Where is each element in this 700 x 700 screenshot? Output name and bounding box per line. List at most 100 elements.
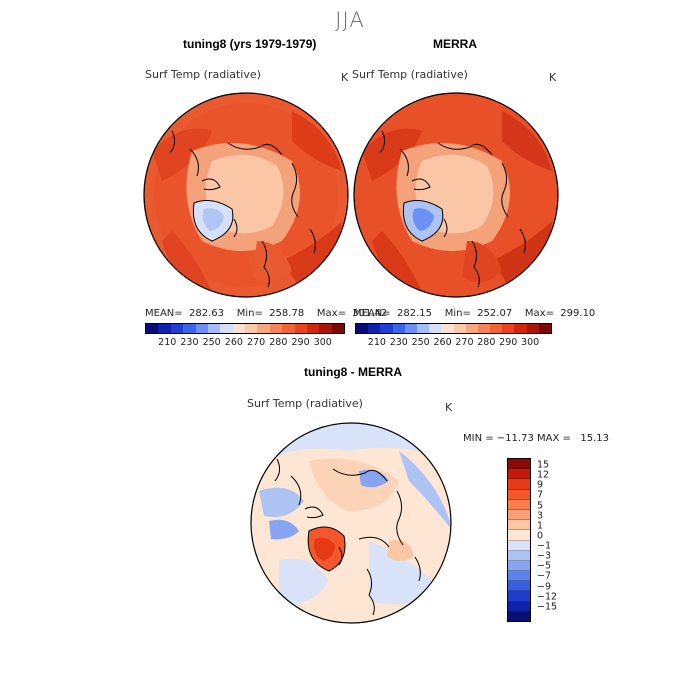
diff-colorbar-tick-label: −5 xyxy=(537,560,552,572)
left-colorbar-tick-label: 210 xyxy=(158,337,177,348)
left-colorbar-swatch xyxy=(282,324,295,333)
right-colorbar-swatch xyxy=(429,324,442,333)
left-colorbar-tick-label: 270 xyxy=(247,337,266,348)
diff-colorbar-swatch xyxy=(508,520,530,531)
diff-stats: MIN = −11.73 MAX = 15.13 xyxy=(463,433,610,444)
right-polar-map xyxy=(353,92,559,298)
right-colorbar-tick-label: 300 xyxy=(521,337,540,348)
diff-panel-title: tuning8 - MERRA xyxy=(304,365,402,379)
diff-colorbar-tick-label: 15 xyxy=(537,459,550,471)
diff-unit-label: K xyxy=(445,401,453,414)
right-stats: MEAN= 282.15 Min= 252.07 Max= 299.10 xyxy=(353,308,596,319)
diff-colorbar-tick-label: −9 xyxy=(537,581,552,593)
diff-colorbar-swatch xyxy=(508,581,530,592)
left-colorbar-swatch xyxy=(294,324,307,333)
diff-colorbar-swatch xyxy=(508,571,530,582)
left-colorbar-swatch xyxy=(232,324,245,333)
figure-title: JJA xyxy=(335,8,365,32)
left-colorbar-swatch xyxy=(220,324,233,333)
left-colorbar-swatch xyxy=(170,324,184,333)
diff-colorbar-swatch xyxy=(508,550,530,561)
left-colorbar-swatch xyxy=(269,324,283,333)
left-colorbar-tick-label: 280 xyxy=(269,337,288,348)
diff-colorbar-swatch xyxy=(508,560,530,572)
left-colorbar-swatch xyxy=(207,324,221,333)
diff-colorbar-tick-label: 0 xyxy=(537,530,544,542)
left-colorbar-tick-label: 290 xyxy=(291,337,310,348)
diff-colorbar-tick-label: 12 xyxy=(537,469,550,481)
left-colorbar-swatch xyxy=(195,324,208,333)
right-colorbar-labels: 210 230 250 260 270 280 290 300 xyxy=(355,337,552,349)
right-unit-label: K xyxy=(549,71,557,84)
right-colorbar-swatch xyxy=(526,324,539,333)
left-unit-label: K xyxy=(341,71,349,84)
right-colorbar-swatch xyxy=(465,324,478,333)
diff-colorbar-swatch xyxy=(508,489,530,500)
diff-colorbar-swatch xyxy=(508,530,530,541)
right-colorbar-swatch xyxy=(502,324,515,333)
diff-colorbar-swatch xyxy=(508,469,530,480)
diff-colorbar-tick-label: −12 xyxy=(537,591,558,603)
left-stats: MEAN= 282.63 Min= 258.78 Max= 301.42 xyxy=(145,308,388,319)
left-variable-label: Surf Temp (radiative) xyxy=(145,68,261,81)
right-colorbar-swatch xyxy=(380,324,393,333)
left-colorbar-swatch xyxy=(146,324,159,333)
diff-colorbar-tick-label: 3 xyxy=(537,510,544,522)
right-colorbar-swatch xyxy=(416,324,430,333)
left-colorbar-swatch xyxy=(257,324,270,333)
diff-colorbar-tick-label: −15 xyxy=(537,601,558,613)
left-colorbar-tick-label: 300 xyxy=(313,337,332,348)
diff-colorbar-swatch xyxy=(508,611,530,621)
diff-colorbar-tick-label: −1 xyxy=(537,540,552,552)
diff-colorbar-labels: 15 12 9 7 5 3 1 0 −1 −3 −5 −7 −9 −12 −15 xyxy=(537,458,577,620)
right-colorbar xyxy=(355,323,552,334)
left-colorbar xyxy=(145,323,345,334)
diff-colorbar xyxy=(507,458,531,622)
right-colorbar-swatch xyxy=(453,324,466,333)
diff-colorbar-tick-label: 9 xyxy=(537,479,544,491)
diff-colorbar-swatch xyxy=(508,540,530,551)
diff-colorbar-tick-label: 5 xyxy=(537,500,544,512)
left-colorbar-swatch xyxy=(319,324,332,333)
right-panel-title: MERRA xyxy=(433,37,477,51)
right-colorbar-swatch xyxy=(368,324,381,333)
right-colorbar-swatch xyxy=(404,324,417,333)
right-colorbar-swatch xyxy=(538,324,551,333)
right-colorbar-swatch xyxy=(477,324,491,333)
diff-colorbar-swatch xyxy=(508,479,530,490)
left-colorbar-tick-label: 250 xyxy=(202,337,221,348)
diff-colorbar-swatch xyxy=(508,459,530,470)
right-colorbar-swatch xyxy=(490,324,503,333)
left-colorbar-tick-label: 260 xyxy=(224,337,243,348)
right-colorbar-tick-label: 250 xyxy=(411,337,430,348)
right-variable-label: Surf Temp (radiative) xyxy=(352,68,468,81)
right-colorbar-tick-label: 270 xyxy=(455,337,474,348)
left-colorbar-swatch xyxy=(331,324,344,333)
left-colorbar-labels: 210 230 250 260 270 280 290 300 xyxy=(145,337,345,349)
left-colorbar-tick-label: 230 xyxy=(180,337,199,348)
diff-colorbar-swatch xyxy=(508,499,530,510)
diff-colorbar-swatch xyxy=(508,601,530,612)
diff-colorbar-swatch xyxy=(508,509,530,521)
left-colorbar-swatch xyxy=(183,324,196,333)
left-colorbar-swatch xyxy=(306,324,320,333)
right-colorbar-swatch xyxy=(356,324,369,333)
right-colorbar-swatch xyxy=(441,324,454,333)
diff-variable-label: Surf Temp (radiative) xyxy=(247,397,363,410)
right-colorbar-swatch xyxy=(392,324,405,333)
right-colorbar-swatch xyxy=(514,324,527,333)
diff-colorbar-tick-label: −3 xyxy=(537,550,552,562)
diff-colorbar-swatch xyxy=(508,591,530,602)
left-panel-title: tuning8 (yrs 1979-1979) xyxy=(183,37,317,51)
right-colorbar-tick-label: 280 xyxy=(477,337,496,348)
right-colorbar-tick-label: 290 xyxy=(499,337,518,348)
left-colorbar-swatch xyxy=(158,324,171,333)
right-colorbar-tick-label: 210 xyxy=(367,337,386,348)
right-colorbar-tick-label: 260 xyxy=(433,337,452,348)
left-colorbar-swatch xyxy=(245,324,258,333)
right-colorbar-tick-label: 230 xyxy=(389,337,408,348)
diff-polar-map xyxy=(250,422,452,624)
diff-colorbar-tick-label: −7 xyxy=(537,570,552,582)
left-polar-map xyxy=(143,92,349,298)
diff-colorbar-tick-label: 1 xyxy=(537,520,544,532)
